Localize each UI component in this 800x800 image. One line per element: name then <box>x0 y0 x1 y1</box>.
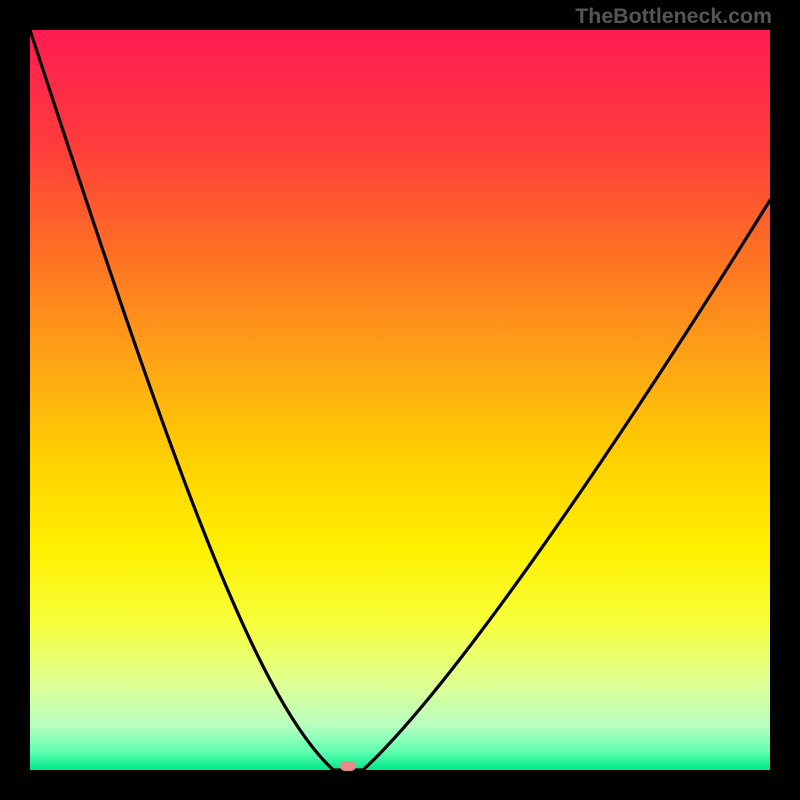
curve-path <box>30 30 770 770</box>
watermark-text: TheBottleneck.com <box>575 4 772 29</box>
plot-area <box>30 30 770 770</box>
optimum-marker <box>340 761 356 771</box>
bottleneck-curve <box>30 30 770 770</box>
chart-stage: TheBottleneck.com <box>0 0 800 800</box>
